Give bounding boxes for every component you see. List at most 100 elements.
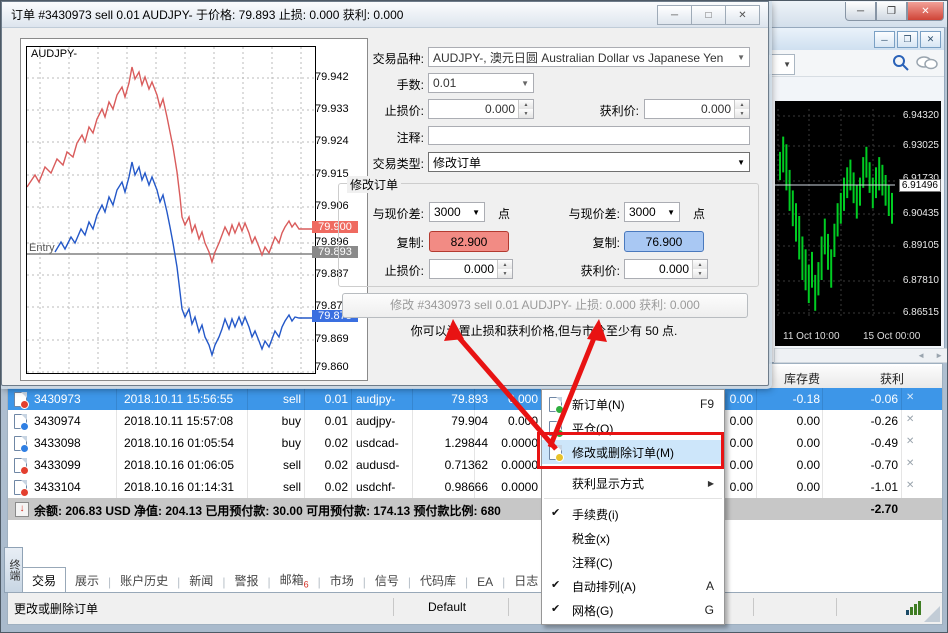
order-symbol: audusd- bbox=[356, 458, 400, 472]
group-tp-spinner[interactable]: 0.000 ▲ ▼ bbox=[624, 259, 708, 279]
maximize-icon: □ bbox=[705, 9, 712, 21]
spin-up-icon[interactable]: ▲ bbox=[735, 100, 749, 109]
table-row[interactable]: 3430974 2018.10.11 15:57:08 buy 0.01 aud… bbox=[8, 410, 942, 432]
order-number: 3433098 bbox=[34, 436, 81, 450]
scroll-right-icon[interactable]: ► bbox=[935, 351, 943, 360]
terminal-dock-tab[interactable]: 终端 bbox=[4, 547, 23, 593]
chat-icon[interactable] bbox=[916, 55, 938, 71]
menu-item-taxes[interactable]: 税金(x) bbox=[542, 526, 724, 550]
minimize-icon: ─ bbox=[881, 34, 888, 45]
tick-chart bbox=[26, 46, 316, 374]
menu-item-commissions[interactable]: ✔ 手续费(i) bbox=[542, 502, 724, 526]
group-sl-value: 0.000 bbox=[463, 262, 494, 276]
group-sl-spinner[interactable]: 0.000 ▲ ▼ bbox=[429, 259, 513, 279]
column-header-profit[interactable]: 获利 bbox=[879, 372, 904, 386]
sell-order-icon bbox=[14, 458, 29, 475]
date-tick: 11 Oct 10:00 bbox=[783, 331, 840, 342]
order-type-label: 交易类型: bbox=[372, 157, 424, 171]
child-minimize-button[interactable]: ─ bbox=[874, 31, 895, 48]
close-icon: ✕ bbox=[738, 9, 747, 21]
menu-item-grid[interactable]: ✔ 网格(G) G bbox=[542, 598, 724, 622]
chevron-down-icon: ▼ bbox=[737, 52, 745, 62]
child-close-button[interactable]: ✕ bbox=[920, 31, 941, 48]
menu-item-auto-arrange[interactable]: ✔ 自动排列(A) A bbox=[542, 574, 724, 598]
tab-experts[interactable]: EA bbox=[477, 575, 494, 589]
stoploss-spinner[interactable]: 0.000 ▲ ▼ bbox=[428, 99, 534, 119]
tab-news[interactable]: 新闻 bbox=[189, 574, 214, 588]
close-order-icon[interactable]: ✕ bbox=[906, 414, 915, 425]
main-close-button[interactable]: ✕ bbox=[907, 2, 944, 21]
menu-item-comments[interactable]: 注释(C) bbox=[542, 550, 724, 574]
spin-up-icon[interactable]: ▲ bbox=[519, 100, 533, 109]
dialog-maximize-button[interactable]: □ bbox=[691, 5, 726, 25]
order-tax: 0.00 bbox=[729, 414, 753, 428]
spin-down-icon[interactable]: ▼ bbox=[735, 109, 749, 118]
dialog-titlebar[interactable]: 订单 #3430973 sell 0.01 AUDJPY- 于价格: 79.89… bbox=[2, 2, 768, 28]
minimize-icon: ─ bbox=[856, 5, 865, 17]
close-order-icon[interactable]: ✕ bbox=[906, 436, 915, 447]
menu-item-profit-display[interactable]: 获利显示方式 ▶ bbox=[542, 471, 724, 495]
comment-input[interactable] bbox=[428, 126, 750, 145]
symbol-label: 交易品种: bbox=[372, 52, 424, 66]
tab-mailbox[interactable]: 邮箱6 bbox=[271, 567, 318, 593]
copy-sl-button[interactable]: 82.900 bbox=[429, 231, 509, 252]
search-icon[interactable] bbox=[892, 54, 910, 72]
symbol-combobox[interactable]: AUDJPY-, 澳元日圆 Australian Dollar vs Japan… bbox=[428, 47, 750, 67]
column-header-storage[interactable]: 库存费 bbox=[783, 372, 820, 386]
close-order-icon[interactable]: ✕ bbox=[906, 458, 915, 469]
entry-price-badge: 79.893 bbox=[312, 246, 358, 258]
scroll-left-icon[interactable]: ◄ bbox=[917, 351, 926, 360]
menu-item-new-order[interactable]: 新订单(N) F9 bbox=[542, 392, 724, 416]
table-row[interactable]: 3430973 2018.10.11 15:56:55 sell 0.01 au… bbox=[8, 388, 942, 410]
price-tick: 6.94320 bbox=[902, 110, 939, 121]
copy-tp-button[interactable]: 76.900 bbox=[624, 231, 704, 252]
main-maximize-button[interactable]: ❐ bbox=[876, 2, 907, 21]
tab-trade[interactable]: 交易 bbox=[22, 567, 67, 594]
order-number: 3430973 bbox=[34, 392, 81, 406]
diff-combobox-sl[interactable]: 3000 ▼ bbox=[429, 202, 485, 222]
chart-window-titlebar[interactable]: ─ ❐ ✕ bbox=[770, 28, 944, 51]
main-window-controls: ─ ❐ ✕ bbox=[845, 2, 944, 21]
tab-codebase[interactable]: 代码库 bbox=[420, 574, 457, 588]
tab-account-history[interactable]: 账户历史 bbox=[120, 574, 169, 588]
order-profit: -0.26 bbox=[870, 414, 898, 428]
close-order-icon[interactable]: ✕ bbox=[906, 392, 915, 403]
axis-tick: 79.924 bbox=[315, 135, 349, 147]
child-restore-button[interactable]: ❐ bbox=[897, 31, 918, 48]
order-type-combobox[interactable]: 修改订单 ▼ bbox=[428, 152, 750, 172]
tab-market[interactable]: 市场 bbox=[329, 574, 354, 588]
total-profit: -2.70 bbox=[870, 502, 898, 516]
spin-down-icon[interactable]: ▼ bbox=[519, 109, 533, 118]
modify-order-button[interactable]: 修改 #3430973 sell 0.01 AUDJPY- 止损: 0.000 … bbox=[342, 293, 748, 318]
spin-up-icon[interactable]: ▲ bbox=[498, 260, 512, 269]
table-row[interactable]: 3433104 2018.10.16 01:14:31 sell 0.02 us… bbox=[8, 476, 942, 498]
order-profit: -0.49 bbox=[870, 436, 898, 450]
tab-journal[interactable]: 日志 bbox=[514, 574, 539, 588]
lots-combobox[interactable]: 0.01 ▼ bbox=[428, 73, 534, 93]
tab-signals[interactable]: 信号 bbox=[374, 574, 399, 588]
spin-down-icon[interactable]: ▼ bbox=[498, 269, 512, 278]
takeprofit-spinner[interactable]: 0.000 ▲ ▼ bbox=[644, 99, 750, 119]
tab-alerts[interactable]: 警报 bbox=[234, 574, 259, 588]
table-row[interactable]: 3433099 2018.10.16 01:06:05 sell 0.02 au… bbox=[8, 454, 942, 476]
dialog-minimize-button[interactable]: ─ bbox=[657, 5, 692, 25]
diff-combobox-tp[interactable]: 3000 ▼ bbox=[624, 202, 680, 222]
table-row[interactable]: 3433098 2018.10.16 01:05:54 buy 0.02 usd… bbox=[8, 432, 942, 454]
spin-down-icon[interactable]: ▼ bbox=[693, 269, 707, 278]
restore-icon: ❐ bbox=[903, 34, 912, 44]
order-type: buy bbox=[281, 436, 301, 450]
order-storage: 0.00 bbox=[796, 414, 820, 428]
chart-horizontal-scrollbar[interactable]: ◄ ► bbox=[774, 348, 947, 363]
resize-grip[interactable] bbox=[924, 606, 940, 622]
takeprofit-label: 获利价: bbox=[599, 104, 639, 118]
chart-symbol-label: AUDJPY- bbox=[31, 48, 78, 60]
dialog-close-button[interactable]: ✕ bbox=[725, 5, 760, 25]
timeframe-combobox[interactable]: ▼ bbox=[766, 54, 795, 75]
main-minimize-button[interactable]: ─ bbox=[845, 2, 876, 21]
balance-summary-row: ↓ 余额: 206.83 USD 净值: 204.13 已用预付款: 30.00… bbox=[8, 498, 942, 520]
close-order-icon[interactable]: ✕ bbox=[906, 480, 915, 491]
tab-exposure[interactable]: 展示 bbox=[75, 574, 100, 588]
spin-up-icon[interactable]: ▲ bbox=[693, 260, 707, 269]
status-profile[interactable]: Default bbox=[428, 600, 467, 614]
